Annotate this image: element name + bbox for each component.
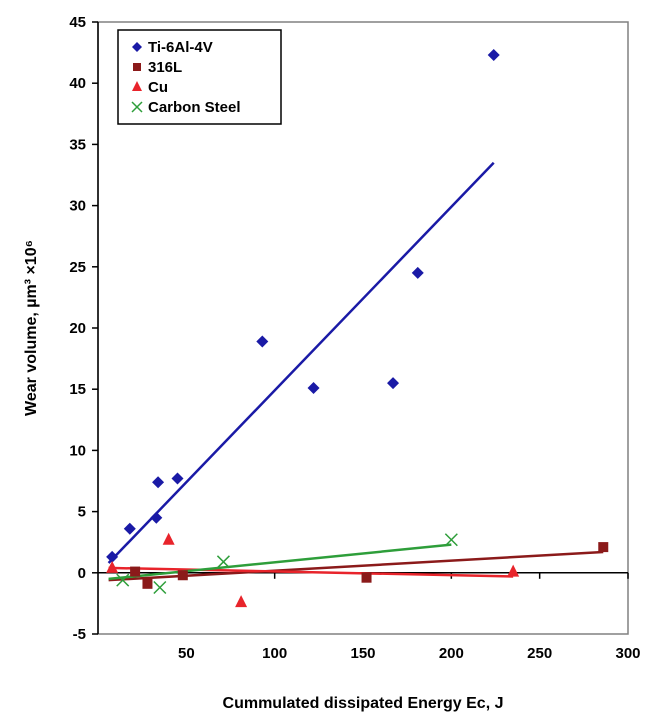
- data-point-ti-6al-4v: [171, 472, 184, 485]
- legend-label-carbon-steel: Carbon Steel: [148, 99, 241, 116]
- y-tick-label: 5: [78, 504, 86, 521]
- x-tick-label: 300: [615, 645, 640, 662]
- marker-stroke: [131, 101, 143, 113]
- data-point-cu: [235, 595, 248, 608]
- data-point-carbon-steel: [116, 573, 130, 587]
- data-point-316l: [361, 572, 372, 583]
- data-point-ti-6al-4v: [307, 381, 320, 394]
- data-point-ti-6al-4v: [256, 335, 269, 348]
- y-tick-label: 25: [69, 259, 86, 276]
- y-tick-label: 0: [78, 565, 86, 582]
- trendline-cu: [108, 566, 514, 578]
- data-point-ti-6al-4v: [106, 550, 119, 563]
- y-tick-label: 30: [69, 198, 86, 215]
- data-point-ti-6al-4v: [387, 377, 400, 390]
- data-point-carbon-steel: [153, 580, 167, 595]
- legend-label-cu: Cu: [148, 79, 168, 96]
- data-points: [106, 49, 609, 608]
- marker-stroke: [444, 533, 458, 547]
- legend-marker-ti-6al-4v: [132, 42, 142, 52]
- data-point-ti-6al-4v: [411, 266, 424, 279]
- marker-stroke: [153, 580, 167, 595]
- y-tick-label: 15: [69, 381, 86, 398]
- axes: -5 0 5 10 15 20 25 30 35 40 45 50 100 150 200 250 300: [69, 14, 640, 662]
- x-tick-label: 250: [527, 645, 552, 662]
- data-point-carbon-steel: [444, 533, 458, 547]
- y-axis-title: Wear volume, µm³ ×10⁶: [23, 240, 40, 416]
- y-tick-label: 10: [69, 442, 86, 459]
- legend-marker-carbon-steel: [131, 101, 143, 113]
- data-point-ti-6al-4v: [487, 49, 500, 62]
- legend-marker-316l: [133, 63, 141, 71]
- data-point-carbon-steel: [216, 555, 230, 569]
- legend: Ti-6Al-4V 316L Cu Carbon Steel: [117, 29, 282, 125]
- x-axis-title: Cummulated dissipated Energy Ec, J: [223, 695, 504, 712]
- data-point-ti-6al-4v: [123, 522, 136, 535]
- x-tick-label: 150: [350, 645, 375, 662]
- legend-marker-cu: [132, 81, 142, 91]
- trendline-carbon-steel: [108, 543, 452, 581]
- data-point-316l: [142, 578, 153, 589]
- y-tick-label: 45: [69, 14, 86, 31]
- data-point-cu: [507, 564, 520, 577]
- x-tick-label: 50: [178, 645, 195, 662]
- legend-label-ti-6al-4v: Ti-6Al-4V: [148, 39, 213, 56]
- data-point-ti-6al-4v: [152, 476, 165, 489]
- marker-stroke: [116, 573, 130, 587]
- x-tick-label: 100: [262, 645, 287, 662]
- data-point-316l: [130, 566, 141, 577]
- legend-box: [117, 29, 282, 125]
- trendline-ti-6al-4v: [107, 161, 495, 564]
- data-point-316l: [598, 542, 609, 553]
- data-point-ti-6al-4v: [150, 511, 163, 524]
- y-tick-label: 20: [69, 320, 86, 337]
- trendlines: [107, 161, 604, 582]
- data-point-316l: [177, 570, 188, 581]
- y-tick-label: 35: [69, 136, 86, 153]
- legend-label-316l: 316L: [148, 59, 182, 76]
- y-tick-label: 40: [69, 75, 86, 92]
- x-tick-label: 200: [439, 645, 464, 662]
- marker-stroke: [216, 555, 230, 569]
- y-tick-label: -5: [73, 626, 86, 643]
- data-point-cu: [162, 532, 175, 545]
- trendline-316l: [108, 550, 604, 582]
- data-point-cu: [106, 560, 119, 573]
